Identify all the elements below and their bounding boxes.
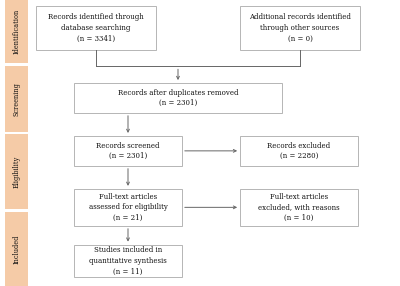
Text: Records screened
(n = 2301): Records screened (n = 2301) (96, 142, 160, 160)
FancyBboxPatch shape (36, 6, 156, 50)
Bar (5, 212, 28, 286)
Text: Identification: Identification (12, 9, 20, 54)
Text: Studies included in
quantitative synthesis
(n = 11): Studies included in quantitative synthes… (89, 246, 167, 276)
Text: Full-text articles
excluded, with reasons
(n = 10): Full-text articles excluded, with reason… (258, 193, 340, 222)
Text: Records excluded
(n = 2280): Records excluded (n = 2280) (268, 142, 330, 160)
Bar (5, 66, 28, 132)
Text: Screening: Screening (12, 82, 20, 116)
FancyBboxPatch shape (240, 6, 360, 50)
FancyBboxPatch shape (74, 245, 182, 277)
Bar (5, 0, 28, 63)
FancyBboxPatch shape (240, 189, 358, 226)
FancyBboxPatch shape (74, 83, 282, 113)
FancyBboxPatch shape (74, 136, 182, 166)
Text: Records identified through
database searching
(n = 3341): Records identified through database sear… (48, 13, 144, 43)
Text: Included: Included (12, 234, 20, 263)
Text: Full-text articles
assessed for eligibility
(n = 21): Full-text articles assessed for eligibil… (88, 193, 168, 222)
Text: Additional records identified
through other sources
(n = 0): Additional records identified through ot… (249, 13, 351, 43)
FancyBboxPatch shape (240, 136, 358, 166)
FancyBboxPatch shape (74, 189, 182, 226)
Text: Eligibility: Eligibility (12, 156, 20, 188)
Text: Records after duplicates removed
(n = 2301): Records after duplicates removed (n = 23… (118, 89, 238, 107)
Bar (5, 134, 28, 209)
